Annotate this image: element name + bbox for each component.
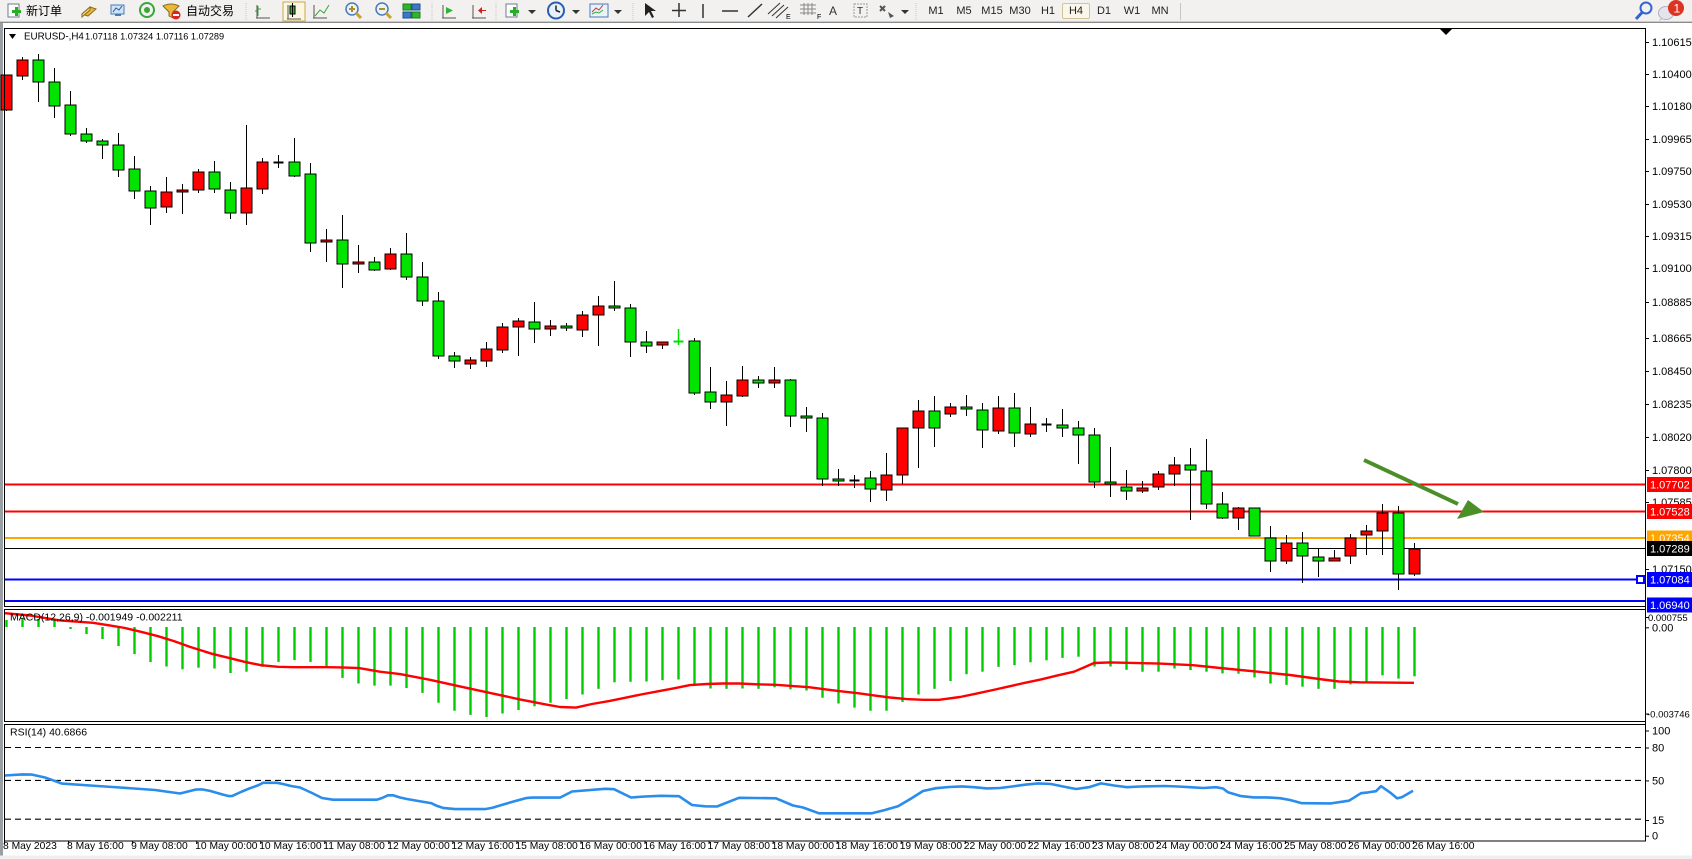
svg-text:1.09100: 1.09100 xyxy=(1652,263,1692,275)
svg-text:1.09965: 1.09965 xyxy=(1652,134,1692,146)
svg-text:1.10400: 1.10400 xyxy=(1652,69,1692,81)
svg-text:11 May 08:00: 11 May 08:00 xyxy=(323,841,385,852)
svg-text:1.08665: 1.08665 xyxy=(1652,333,1692,345)
svg-text:1.08450: 1.08450 xyxy=(1652,366,1692,378)
svg-text:12 May 00:00: 12 May 00:00 xyxy=(387,841,450,852)
svg-text:0: 0 xyxy=(1652,831,1658,843)
svg-text:25 May 08:00: 25 May 08:00 xyxy=(1284,841,1347,852)
svg-text:1.09315: 1.09315 xyxy=(1652,231,1692,243)
svg-text:18 May 00:00: 18 May 00:00 xyxy=(772,841,835,852)
svg-text:1.09530: 1.09530 xyxy=(1652,199,1692,211)
svg-text:50: 50 xyxy=(1652,775,1664,787)
svg-text:100: 100 xyxy=(1652,726,1670,738)
svg-text:16 May 16:00: 16 May 16:00 xyxy=(644,841,707,852)
svg-text:26 May 00:00: 26 May 00:00 xyxy=(1348,841,1411,852)
svg-text:10 May 00:00: 10 May 00:00 xyxy=(195,841,258,852)
svg-text:MACD(12,26,9) -0.001949 -0.002: MACD(12,26,9) -0.001949 -0.002211 xyxy=(10,612,183,624)
svg-text:1.08235: 1.08235 xyxy=(1652,399,1692,411)
svg-text:1: 1 xyxy=(1674,2,1681,16)
svg-text:22 May 00:00: 22 May 00:00 xyxy=(964,841,1027,852)
svg-text:0.000755: 0.000755 xyxy=(1648,613,1688,624)
svg-text:12 May 16:00: 12 May 16:00 xyxy=(451,841,514,852)
svg-text:1.08885: 1.08885 xyxy=(1652,297,1692,309)
svg-text:1.07702: 1.07702 xyxy=(1650,480,1690,492)
svg-text:80: 80 xyxy=(1652,743,1664,755)
svg-text:1.07800: 1.07800 xyxy=(1652,465,1692,477)
svg-text:E: E xyxy=(786,14,791,21)
svg-text:10 May 16:00: 10 May 16:00 xyxy=(259,841,322,852)
svg-text:1.06940: 1.06940 xyxy=(1650,600,1690,612)
svg-text:15: 15 xyxy=(1652,815,1664,827)
svg-text:23 May 08:00: 23 May 08:00 xyxy=(1092,841,1155,852)
svg-text:19 May 08:00: 19 May 08:00 xyxy=(900,841,963,852)
svg-text:8 May 2023: 8 May 2023 xyxy=(3,841,57,852)
svg-text:9 May 08:00: 9 May 08:00 xyxy=(131,841,188,852)
svg-text:T: T xyxy=(857,6,863,17)
svg-text:24 May 16:00: 24 May 16:00 xyxy=(1220,841,1283,852)
svg-text:24 May 00:00: 24 May 00:00 xyxy=(1156,841,1219,852)
svg-text:0.00: 0.00 xyxy=(1652,622,1673,634)
svg-text:22 May 16:00: 22 May 16:00 xyxy=(1028,841,1091,852)
svg-text:1.10180: 1.10180 xyxy=(1652,101,1692,113)
svg-text:17 May 08:00: 17 May 08:00 xyxy=(708,841,771,852)
svg-text:1.07118 1.07324 1.07116 1.0728: 1.07118 1.07324 1.07116 1.07289 xyxy=(85,32,224,42)
svg-text:26 May 16:00: 26 May 16:00 xyxy=(1412,841,1475,852)
svg-text:EURUSD-,H4: EURUSD-,H4 xyxy=(24,32,84,43)
svg-text:1.08020: 1.08020 xyxy=(1652,432,1692,444)
svg-text:16 May 00:00: 16 May 00:00 xyxy=(579,841,642,852)
svg-text:自动交易: 自动交易 xyxy=(186,3,234,18)
svg-text:新订单: 新订单 xyxy=(26,3,62,18)
svg-text:1.10615: 1.10615 xyxy=(1652,37,1692,49)
svg-text:15 May 08:00: 15 May 08:00 xyxy=(515,841,578,852)
svg-text:A: A xyxy=(829,4,837,18)
svg-text:F: F xyxy=(817,14,821,21)
svg-text:-0.003746: -0.003746 xyxy=(1647,710,1690,721)
svg-text:1.07289: 1.07289 xyxy=(1650,544,1690,556)
svg-text:1.09750: 1.09750 xyxy=(1652,166,1692,178)
svg-text:RSI(14) 40.6866: RSI(14) 40.6866 xyxy=(10,727,87,739)
svg-text:18 May 16:00: 18 May 16:00 xyxy=(836,841,899,852)
svg-text:1.07084: 1.07084 xyxy=(1650,575,1690,587)
svg-text:8 May 16:00: 8 May 16:00 xyxy=(67,841,124,852)
svg-text:1.07528: 1.07528 xyxy=(1650,507,1690,519)
